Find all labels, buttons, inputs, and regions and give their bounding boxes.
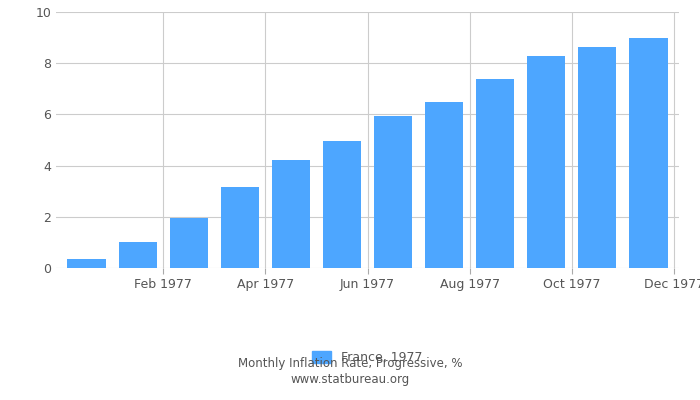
Bar — [67, 259, 106, 268]
Bar — [169, 218, 208, 268]
Bar — [118, 242, 157, 268]
Bar — [425, 102, 463, 268]
Text: Monthly Inflation Rate, Progressive, %: Monthly Inflation Rate, Progressive, % — [238, 358, 462, 370]
Bar — [374, 116, 412, 268]
Legend: France, 1977: France, 1977 — [307, 346, 428, 369]
Bar — [629, 38, 668, 268]
Bar — [220, 187, 259, 268]
Bar — [323, 141, 361, 268]
Bar — [272, 160, 310, 268]
Bar — [578, 46, 617, 268]
Text: www.statbureau.org: www.statbureau.org — [290, 374, 410, 386]
Bar — [527, 56, 566, 268]
Bar — [476, 78, 514, 268]
